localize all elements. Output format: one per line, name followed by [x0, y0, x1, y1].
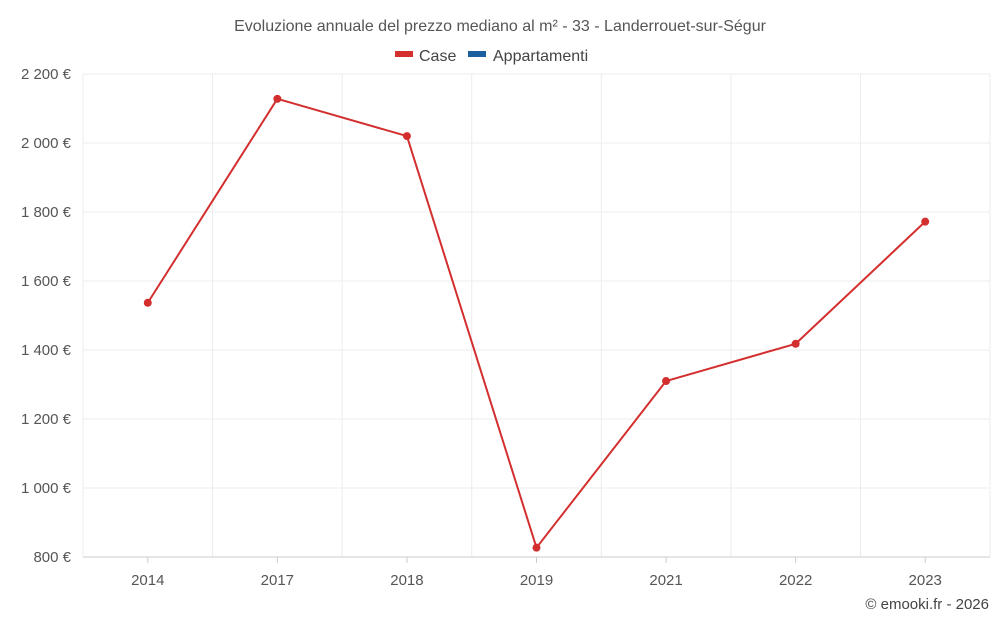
series-layer	[143, 94, 930, 552]
y-gridlines	[83, 73, 990, 489]
x-gridlines	[82, 74, 991, 557]
x-tick-label: 2023	[909, 572, 942, 589]
data-point-case-2018[interactable]	[402, 132, 411, 141]
data-point-case-2014[interactable]	[143, 298, 152, 307]
chart-title: Evoluzione annuale del prezzo mediano al…	[234, 18, 767, 35]
x-tick-label: 2022	[779, 572, 812, 589]
credit-text: © emooki.fr - 2026	[865, 596, 989, 613]
legend: Case Appartamenti	[395, 48, 588, 65]
data-point-case-2019[interactable]	[532, 543, 541, 552]
x-tick-label: 2018	[390, 572, 423, 589]
y-tick-label: 800 €	[33, 549, 71, 566]
legend-swatch-appartamenti[interactable]	[468, 51, 486, 57]
data-point-case-2023[interactable]	[921, 217, 930, 226]
y-tick-label: 1 800 €	[21, 204, 72, 221]
data-point-case-2021[interactable]	[662, 377, 671, 386]
x-tick-label: 2017	[261, 572, 294, 589]
legend-label-case[interactable]: Case	[419, 48, 456, 65]
x-axis-labels: 2014 2017 2018 2019 2021 2022 2023	[131, 557, 942, 589]
y-axis-labels: 800 € 1 000 € 1 200 € 1 400 € 1 600 € 1 800 €…	[21, 66, 72, 566]
x-tick-label: 2021	[649, 572, 682, 589]
x-tick-label: 2014	[131, 572, 164, 589]
y-tick-label: 1 200 €	[21, 411, 72, 428]
y-tick-label: 2 000 €	[21, 135, 72, 152]
legend-swatch-case[interactable]	[395, 51, 413, 57]
series-line-case	[146, 97, 926, 549]
y-tick-label: 1 000 €	[21, 480, 72, 497]
x-tick-label: 2019	[520, 572, 553, 589]
y-tick-label: 1 400 €	[21, 342, 72, 359]
data-point-case-2017[interactable]	[273, 94, 282, 103]
y-tick-label: 2 200 €	[21, 66, 72, 83]
y-tick-label: 1 600 €	[21, 273, 72, 290]
legend-label-appartamenti[interactable]: Appartamenti	[493, 48, 588, 65]
data-point-case-2022[interactable]	[791, 339, 800, 348]
